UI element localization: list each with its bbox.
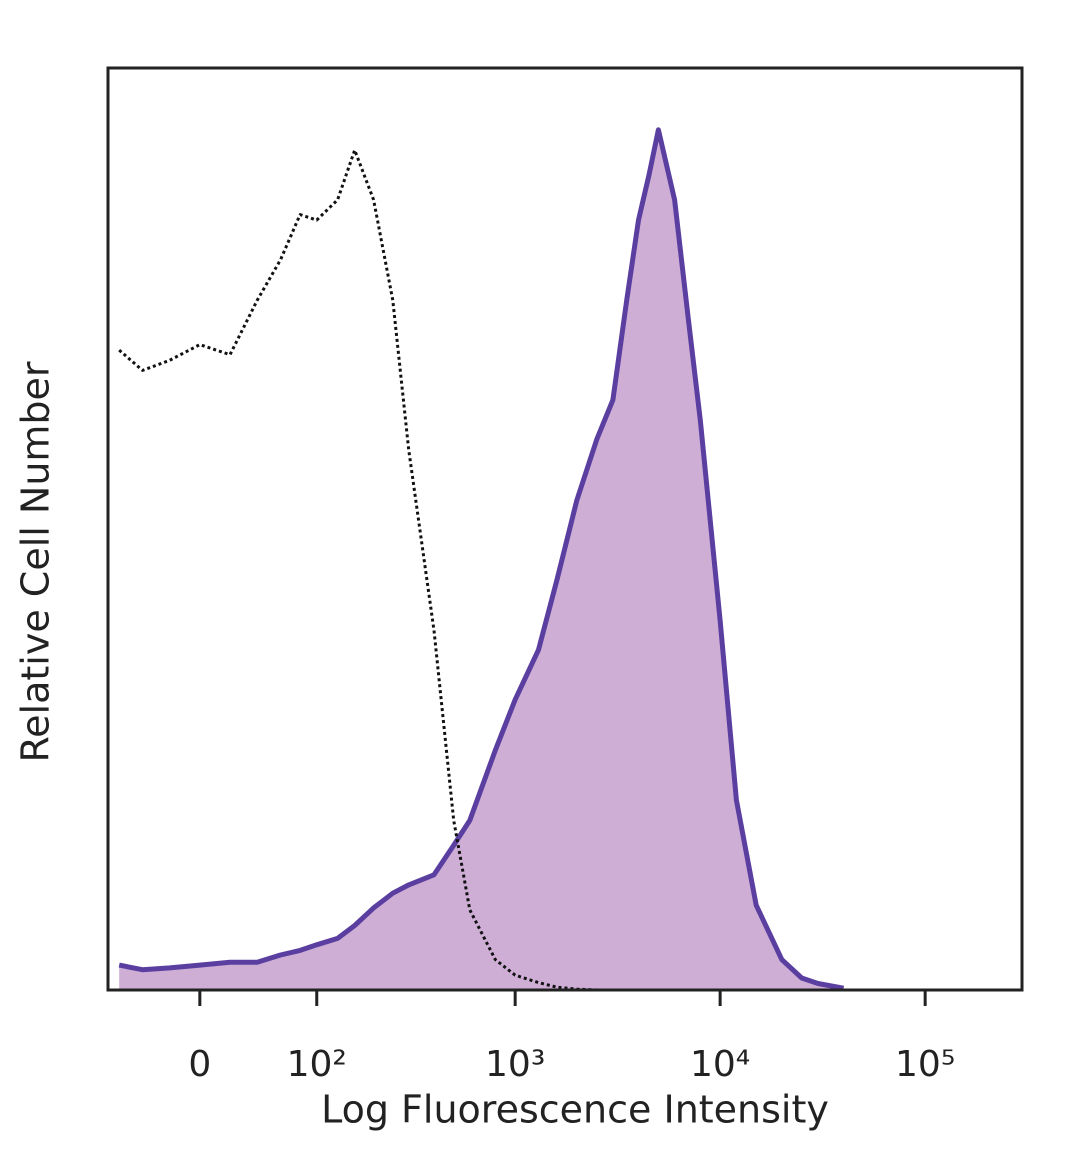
- y-axis-label: Relative Cell Number: [14, 361, 58, 762]
- x-tick-label: 0: [188, 1044, 211, 1085]
- x-tick-label: 10⁵: [895, 1044, 955, 1085]
- x-axis-label: Log Fluorescence Intensity: [321, 1088, 829, 1132]
- plot-frame: [106, 66, 1024, 992]
- x-tick-label: 10³: [485, 1044, 545, 1085]
- histogram-line: [118, 127, 845, 991]
- histogram-area: [119, 129, 844, 991]
- x-tick-label: 10⁴: [690, 1044, 750, 1085]
- x-tick-label: 10²: [287, 1044, 347, 1085]
